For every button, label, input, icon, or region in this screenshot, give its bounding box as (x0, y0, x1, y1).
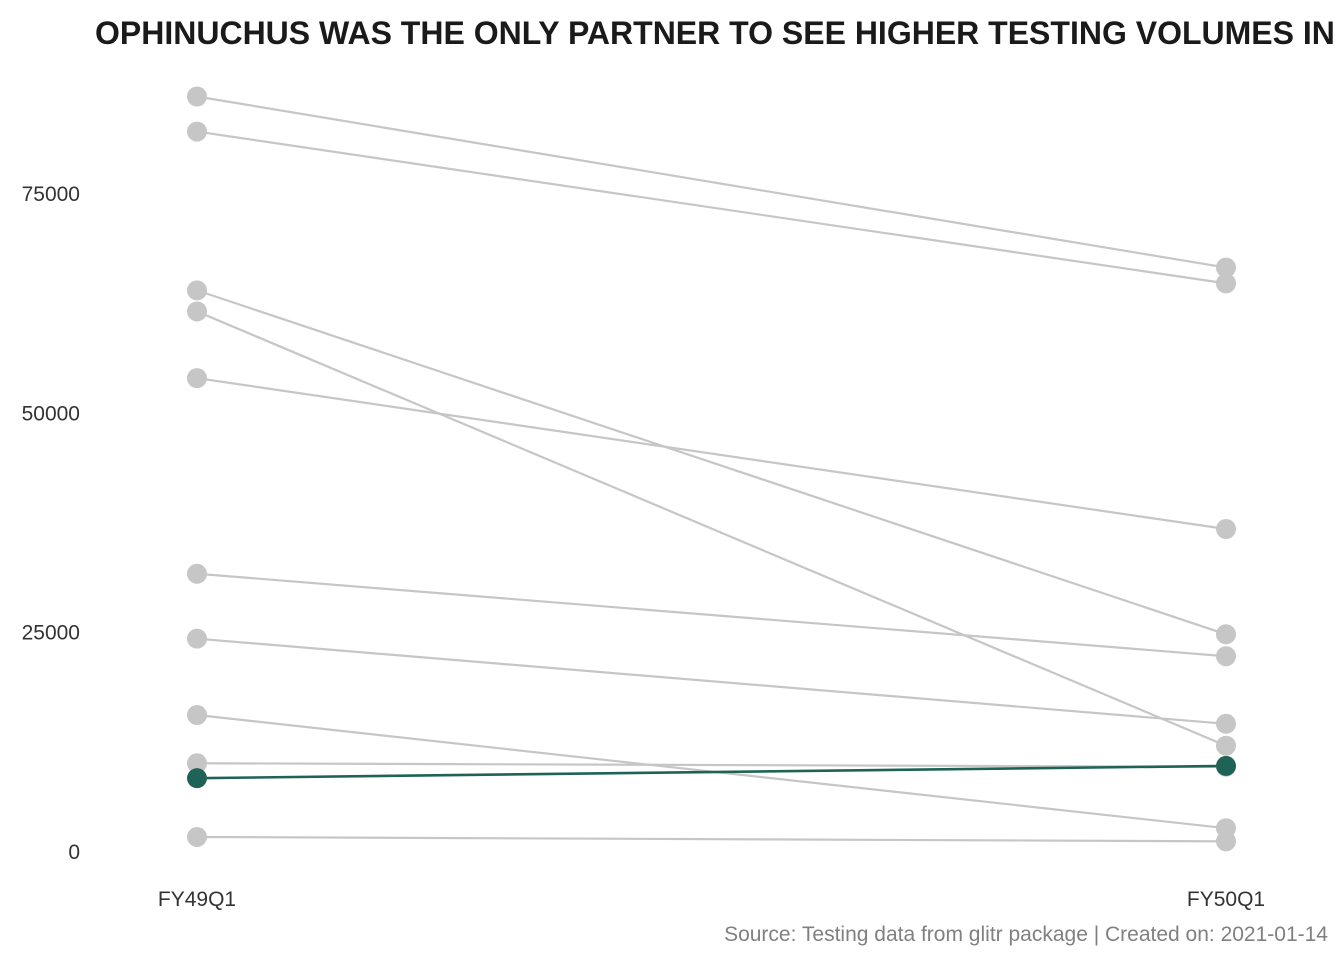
chart-caption: Source: Testing data from glitr package … (724, 923, 1328, 946)
series-line (196, 377, 1227, 531)
series-line (196, 95, 1227, 269)
series-point (1216, 273, 1236, 294)
y-tick-label: 0 (68, 841, 80, 864)
series-point (1216, 257, 1236, 278)
series-line (196, 310, 1227, 747)
series-point (1216, 831, 1236, 852)
series-point (187, 86, 207, 107)
series-point (1216, 519, 1236, 540)
series-line (196, 289, 1227, 636)
series-line (196, 130, 1227, 285)
series-point (1216, 735, 1236, 756)
series-line (196, 572, 1227, 658)
series-point (1216, 713, 1236, 734)
y-tick-label: 25000 (22, 622, 80, 645)
y-axis-ticks: 0 25000 50000 75000 (22, 183, 80, 864)
series-point (187, 563, 207, 584)
series-point (1216, 624, 1236, 645)
highlighted-series-point (1216, 755, 1236, 776)
series-point (187, 280, 207, 301)
series-point (187, 826, 207, 847)
series-point (1216, 646, 1236, 667)
series-line (196, 637, 1227, 725)
x-tick-label: FY49Q1 (158, 888, 236, 911)
series-points (187, 86, 1236, 852)
y-tick-label: 50000 (22, 402, 80, 425)
highlighted-series-line (196, 764, 1227, 780)
series-lines (196, 95, 1227, 843)
y-tick-label: 75000 (22, 183, 80, 206)
series-point (187, 753, 207, 774)
x-axis-ticks: FY49Q1 FY50Q1 (158, 888, 1265, 911)
series-point (187, 628, 207, 649)
x-tick-label: FY50Q1 (1187, 888, 1265, 911)
series-point (187, 301, 207, 322)
series-line (196, 835, 1227, 843)
series-point (187, 121, 207, 142)
chart-title: OPHINUCHUS WAS THE ONLY PARTNER TO SEE H… (95, 15, 1335, 51)
highlighted-series-point (187, 768, 207, 789)
series-point (187, 368, 207, 389)
series-point (187, 705, 207, 726)
series-line (196, 762, 1227, 768)
